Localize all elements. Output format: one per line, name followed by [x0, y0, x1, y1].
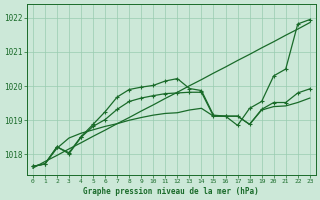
X-axis label: Graphe pression niveau de la mer (hPa): Graphe pression niveau de la mer (hPa)	[84, 187, 259, 196]
